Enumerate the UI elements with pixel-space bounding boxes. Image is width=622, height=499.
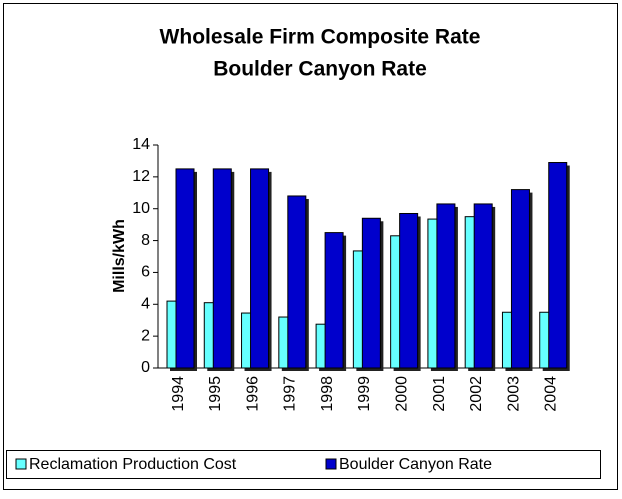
- bar: [324, 232, 344, 369]
- x-tick-label: 1994: [170, 376, 187, 412]
- bar: [212, 168, 232, 369]
- y-tick-label: 4: [141, 296, 150, 313]
- chart-title: Wholesale Firm Composite Rate: [160, 26, 481, 49]
- legend-box: [6, 450, 601, 479]
- y-tick-label: 0: [141, 359, 150, 376]
- x-tick-label: 2004: [543, 376, 560, 412]
- bar: [287, 195, 307, 369]
- bar: [548, 162, 568, 369]
- bar: [250, 168, 270, 369]
- bar: [361, 217, 381, 369]
- x-tick-label: 1999: [356, 376, 373, 412]
- x-tick-label: 1996: [244, 376, 261, 412]
- x-tick-label: 2001: [431, 376, 448, 412]
- x-tick-label: 1995: [207, 376, 224, 412]
- x-tick-label: 2002: [468, 376, 485, 412]
- y-tick-label: 12: [132, 168, 150, 185]
- bar: [473, 203, 493, 369]
- bar: [510, 189, 530, 369]
- y-tick-label: 10: [132, 200, 150, 217]
- x-tick-label: 2000: [393, 376, 410, 412]
- legend-label: Reclamation Production Cost: [29, 456, 237, 473]
- legend-label: Boulder Canyon Rate: [339, 456, 492, 473]
- bar: [399, 212, 419, 369]
- legend-swatch: [325, 458, 337, 470]
- x-tick-label: 1998: [319, 376, 336, 412]
- legend-swatch: [15, 458, 27, 470]
- bar: [175, 168, 195, 369]
- x-tick-label: 2003: [505, 376, 522, 412]
- x-tick-label: 1997: [282, 376, 299, 412]
- y-tick-label: 8: [141, 232, 150, 249]
- bar: [436, 203, 456, 369]
- y-tick-label: 14: [132, 136, 150, 153]
- y-tick-label: 6: [141, 264, 150, 281]
- y-tick-label: 2: [141, 327, 150, 344]
- chart-title: Boulder Canyon Rate: [213, 58, 427, 81]
- y-axis-label: Mills/kWh: [111, 219, 128, 293]
